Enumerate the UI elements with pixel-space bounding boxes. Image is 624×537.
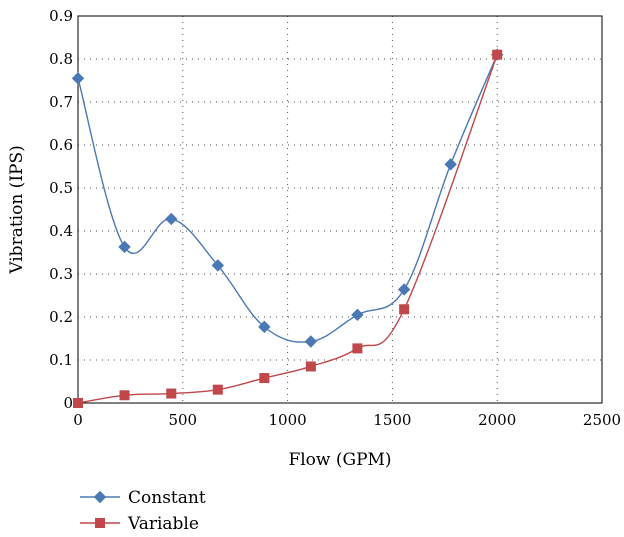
data-point-constant-4 [258, 320, 271, 334]
y-axis-label: Vibration (IPS) [7, 145, 27, 274]
x-tick-label: 1500 [373, 411, 411, 429]
y-tick-label: 0.7 [49, 93, 73, 111]
data-point-variable-8 [492, 49, 503, 60]
data-point-constant-5 [304, 335, 318, 348]
data-point-constant-6 [351, 308, 364, 322]
data-point-constant-0 [71, 72, 85, 85]
data-point-variable-6 [352, 343, 363, 354]
legend-marker [95, 518, 105, 528]
legend-label: Variable [127, 514, 199, 534]
tick-labels: 0 500 1000 1500 2000 2500 0 0.1 0.2 0.3 0.4 0.5 0.6 0… [49, 7, 621, 429]
series-line-constant [77, 54, 498, 343]
legend-item-variable: Variable [80, 514, 199, 534]
x-tick-label: 2000 [478, 411, 516, 429]
grid-lines [78, 16, 602, 403]
data-point-constant-2 [165, 212, 178, 226]
legend: Constant Variable [80, 488, 206, 534]
data-point-constant-3 [211, 259, 225, 272]
y-tick-label: 0 [63, 394, 73, 412]
data-point-variable-2 [166, 388, 177, 399]
data-point-variable-0 [73, 398, 83, 408]
y-tick-label: 0.6 [49, 136, 73, 154]
legend-item-constant: Constant [80, 488, 206, 508]
y-tick-label: 0.8 [49, 50, 73, 68]
data-point-constant-8 [444, 158, 457, 171]
legend-marker [93, 490, 107, 504]
y-tick-label: 0.2 [49, 308, 73, 326]
data-point-variable-1 [119, 390, 130, 401]
x-tick-label: 2500 [583, 411, 621, 429]
y-tick-label: 0.9 [49, 7, 73, 25]
data-point-variable-4 [259, 373, 270, 384]
data-point-constant-1 [118, 240, 131, 254]
y-tick-label: 0.3 [49, 265, 73, 283]
x-tick-label: 1000 [269, 411, 307, 429]
data-point-variable-7 [399, 304, 410, 315]
x-axis-label: Flow (GPM) [288, 450, 391, 470]
y-tick-label: 0.5 [49, 179, 73, 197]
legend-label: Constant [128, 488, 206, 508]
series-constant [71, 48, 504, 348]
x-tick-label: 500 [168, 411, 197, 429]
series-line-variable [77, 54, 498, 404]
x-tick-label: 0 [73, 411, 83, 429]
data-point-constant-7 [397, 283, 411, 296]
y-tick-label: 0.1 [49, 351, 73, 369]
series-variable [73, 49, 503, 408]
plot-frame [77, 15, 603, 404]
data-point-variable-5 [305, 361, 316, 372]
y-tick-label: 0.4 [49, 222, 73, 240]
data-point-variable-3 [212, 384, 223, 395]
series-layer [71, 48, 504, 408]
